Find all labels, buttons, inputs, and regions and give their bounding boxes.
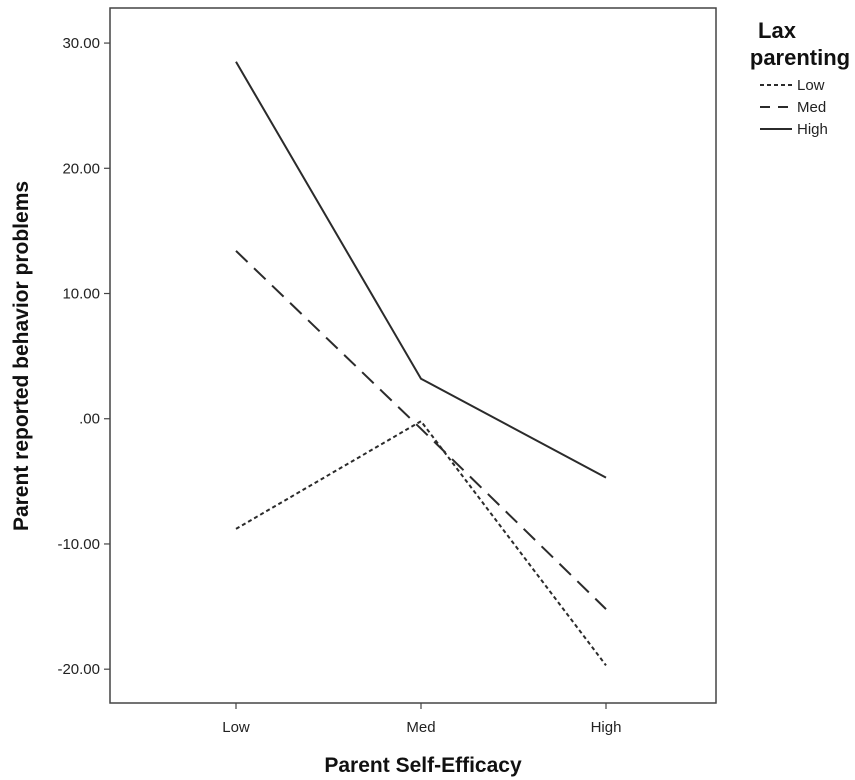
y-tick-label: -20.00 <box>57 661 100 678</box>
x-tick-label: Low <box>222 719 250 736</box>
x-tick-label: Med <box>406 719 435 736</box>
legend-title-line-2: parenting <box>750 45 850 70</box>
legend-label-high: High <box>797 121 828 138</box>
series-lines <box>235 61 607 667</box>
legend: Lax parenting Low Med High <box>750 18 850 138</box>
y-axis: 30.00 20.00 10.00 .00 -10.00 -20.00 <box>57 35 110 678</box>
series-line-low <box>235 419 607 667</box>
y-tick-label: 30.00 <box>62 35 100 52</box>
y-tick-label: .00 <box>79 411 100 428</box>
x-tick-label: High <box>591 719 622 736</box>
plot-frame <box>109 7 717 704</box>
legend-label-low: Low <box>797 77 825 94</box>
legend-label-med: Med <box>797 99 826 116</box>
y-tick-label: -10.00 <box>57 536 100 553</box>
y-tick-label: 20.00 <box>62 160 100 177</box>
series-line-high <box>235 61 607 479</box>
y-tick-label: 10.00 <box>62 286 100 303</box>
x-axis-title: Parent Self-Efficacy <box>324 754 522 777</box>
legend-title-line-1: Lax <box>758 18 797 43</box>
series-line-med <box>235 250 607 610</box>
y-axis-title: Parent reported behavior problems <box>10 181 33 531</box>
legend-items: Low Med High <box>760 77 828 138</box>
x-axis: Low Med High <box>222 703 621 736</box>
